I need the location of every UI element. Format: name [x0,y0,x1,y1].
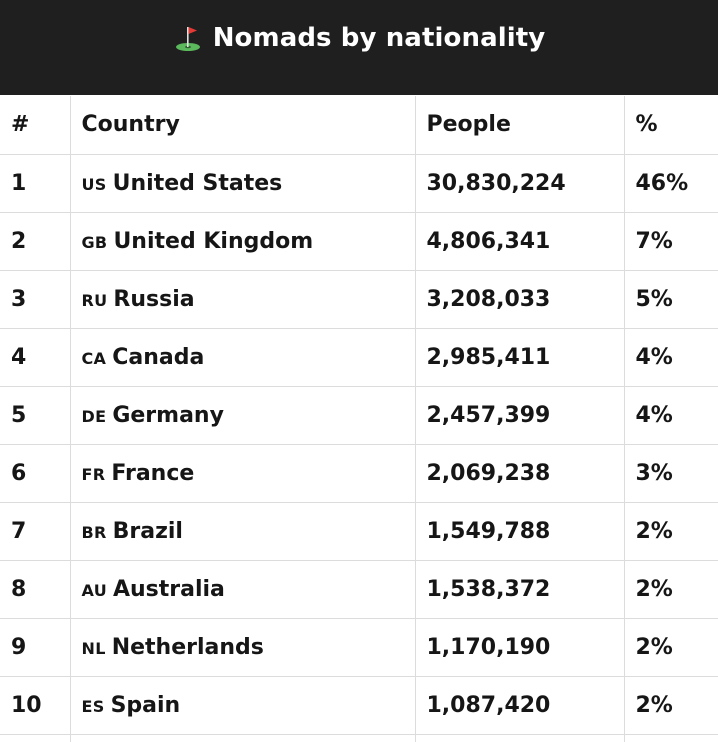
percent-cell: 2% [624,676,718,735]
column-header-people[interactable]: People [415,96,625,155]
percent-cell: 2% [624,618,718,677]
percent-cell: 2% [624,502,718,561]
rank-cell: 7 [0,502,71,561]
partial-cell [415,734,625,742]
golf-flag-icon [175,26,200,51]
table-row[interactable]: 7 BR Brazil 1,549,788 2% [0,502,718,561]
percent-cell: 4% [624,386,718,445]
rank-cell: 2 [0,212,71,271]
country-name: Germany [112,402,224,428]
country-code: NL [81,638,106,658]
percent-cell: 3% [624,444,718,503]
rank-cell: 3 [0,270,71,329]
country-name: France [111,460,195,486]
country-code: FR [81,464,106,484]
country-code: AU [81,580,107,600]
table-row-partial [0,734,718,742]
percent-cell: 46% [624,154,718,213]
percent-cell: 5% [624,270,718,329]
rank-cell: 4 [0,328,71,387]
country-name: Australia [112,576,225,602]
country-cell: NL Netherlands [70,618,416,677]
people-cell: 1,087,420 [415,676,625,735]
country-name: United States [112,170,283,196]
country-name: Netherlands [111,634,264,660]
country-code: US [81,174,107,194]
table-row[interactable]: 1 US United States 30,830,224 46% [0,154,718,213]
country-code: BR [81,522,107,542]
country-code: RU [81,290,108,310]
percent-cell: 2% [624,560,718,619]
country-cell: US United States [70,154,416,213]
percent-cell: 4% [624,328,718,387]
table-row[interactable]: 10 ES Spain 1,087,420 2% [0,676,718,735]
rank-cell: 6 [0,444,71,503]
people-cell: 4,806,341 [415,212,625,271]
rank-cell: 8 [0,560,71,619]
table-row[interactable]: 8 AU Australia 1,538,372 2% [0,560,718,619]
partial-cell [624,734,718,742]
country-name: Spain [110,692,181,718]
country-name: Russia [113,286,195,312]
header-title-group: Nomads by nationality [173,23,546,53]
country-cell: FR France [70,444,416,503]
country-code: ES [81,696,105,716]
country-name: United Kingdom [113,228,314,254]
column-header-percent[interactable]: % [624,96,718,155]
country-name: Canada [112,344,205,370]
rank-cell: 10 [0,676,71,735]
partial-cell [70,734,416,742]
table-row[interactable]: 2 GB United Kingdom 4,806,341 7% [0,212,718,271]
rank-cell: 1 [0,154,71,213]
people-cell: 1,170,190 [415,618,625,677]
table-body: 1 US United States 30,830,224 46% 2 GB Uni… [0,154,718,742]
country-code: CA [81,348,107,368]
table-row[interactable]: 4 CA Canada 2,985,411 4% [0,328,718,387]
people-cell: 30,830,224 [415,154,625,213]
country-code: GB [81,232,108,252]
country-cell: ES Spain [70,676,416,735]
rank-cell: 9 [0,618,71,677]
page-header: Nomads by nationality [0,0,718,95]
page-title: Nomads by nationality [212,22,546,53]
country-name: Brazil [112,518,183,544]
table-row[interactable]: 5 DE Germany 2,457,399 4% [0,386,718,445]
table-row[interactable]: 6 FR France 2,069,238 3% [0,444,718,503]
partial-cell [0,734,71,742]
people-cell: 2,069,238 [415,444,625,503]
percent-cell: 7% [624,212,718,271]
people-cell: 1,549,788 [415,502,625,561]
country-cell: DE Germany [70,386,416,445]
table-header-row: # Country People % [0,96,718,155]
country-cell: RU Russia [70,270,416,329]
country-cell: AU Australia [70,560,416,619]
people-cell: 1,538,372 [415,560,625,619]
table-row[interactable]: 3 RU Russia 3,208,033 5% [0,270,718,329]
rank-cell: 5 [0,386,71,445]
country-cell: CA Canada [70,328,416,387]
country-code: DE [81,406,107,426]
country-cell: GB United Kingdom [70,212,416,271]
column-header-rank[interactable]: # [0,96,71,155]
nationality-table: # Country People % 1 US United States 30,… [0,96,718,742]
people-cell: 2,457,399 [415,386,625,445]
country-cell: BR Brazil [70,502,416,561]
table-row[interactable]: 9 NL Netherlands 1,170,190 2% [0,618,718,677]
column-header-country[interactable]: Country [70,96,416,155]
people-cell: 3,208,033 [415,270,625,329]
people-cell: 2,985,411 [415,328,625,387]
